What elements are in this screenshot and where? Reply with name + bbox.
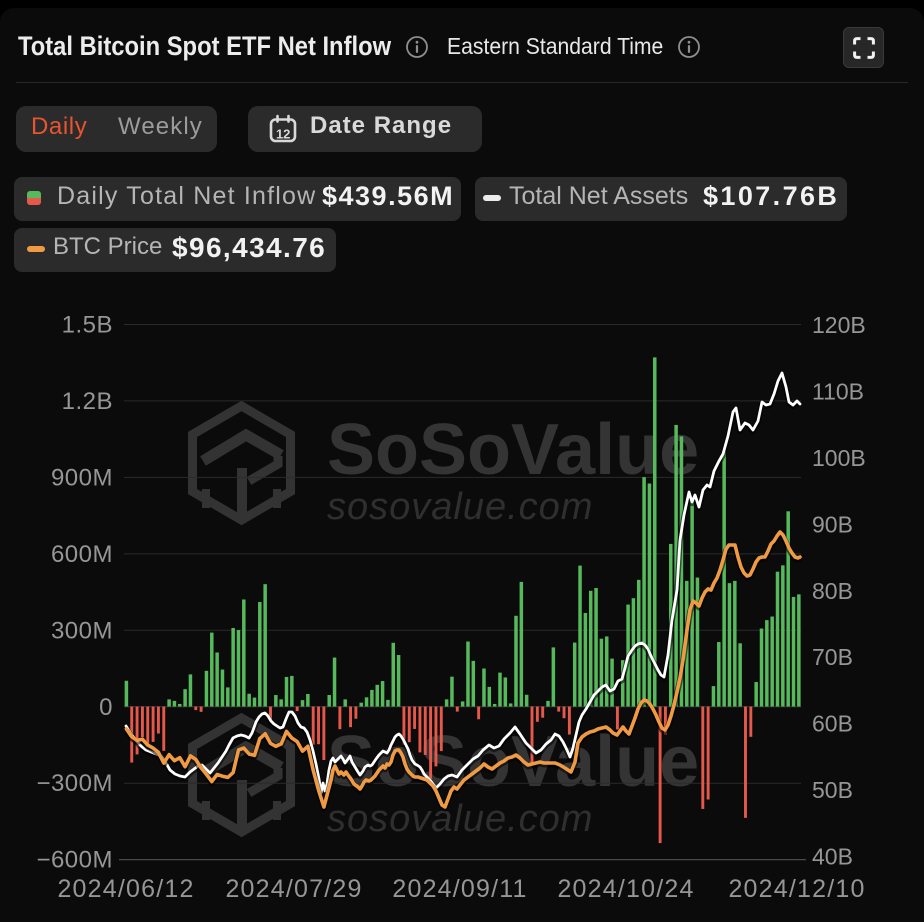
svg-text:2024/12/10: 2024/12/10 [728,875,865,903]
svg-text:300M: 300M [51,617,113,644]
svg-text:900M: 900M [51,464,113,491]
svg-text:110B: 110B [812,378,864,404]
svg-text:60B: 60B [812,711,853,737]
svg-text:1.5B: 1.5B [62,312,113,339]
svg-text:120B: 120B [812,312,866,338]
svg-text:sosovalue.com: sosovalue.com [327,798,593,840]
svg-text:sosovalue.com: sosovalue.com [327,486,593,528]
svg-text:1.2B: 1.2B [62,388,113,415]
svg-text:70B: 70B [812,644,853,670]
svg-text:100B: 100B [812,445,866,471]
svg-text:2024/06/12: 2024/06/12 [57,875,194,903]
svg-text:12: 12 [276,127,290,142]
svg-text:600M: 600M [51,541,113,568]
svg-text:0: 0 [99,694,113,721]
svg-text:2024/10/24: 2024/10/24 [557,875,694,903]
svg-text:2024/09/11: 2024/09/11 [392,875,527,903]
svg-text:SoSoValue: SoSoValue [327,410,699,490]
svg-text:−300M: −300M [36,770,113,797]
svg-text:90B: 90B [812,511,853,537]
svg-text:2024/07/29: 2024/07/29 [225,875,362,903]
svg-text:50B: 50B [812,777,853,803]
svg-text:80B: 80B [812,578,853,604]
svg-text:−600M: −600M [36,847,113,874]
svg-text:40B: 40B [812,844,853,870]
